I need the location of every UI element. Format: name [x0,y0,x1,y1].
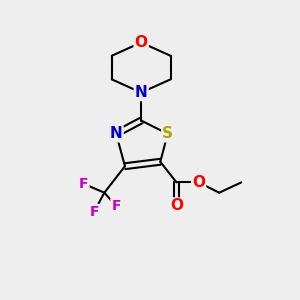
Text: F: F [79,177,88,191]
Text: N: N [110,126,122,141]
Text: O: O [170,198,183,213]
Text: F: F [111,199,121,213]
Text: O: O [192,175,205,190]
Text: O: O [135,35,148,50]
Text: N: N [135,85,148,100]
Text: S: S [162,126,173,141]
Text: F: F [89,205,99,219]
